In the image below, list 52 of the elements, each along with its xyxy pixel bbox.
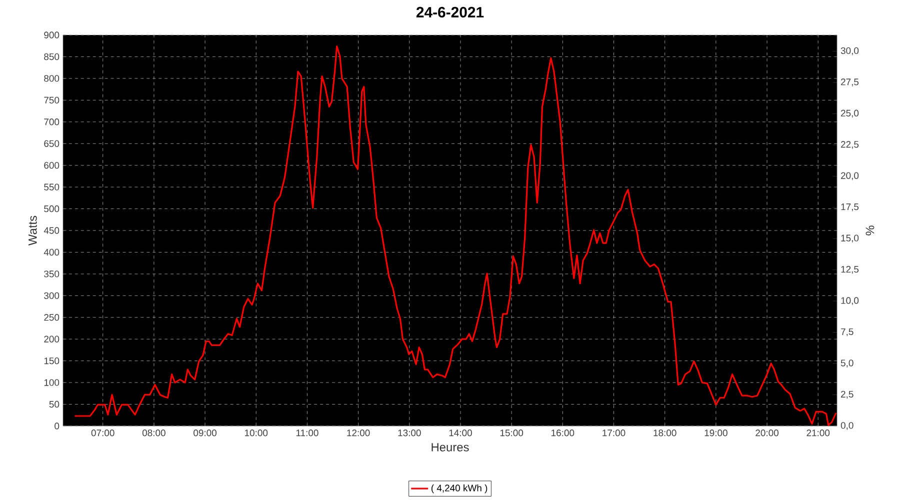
y-tick-label: 650	[44, 140, 60, 147]
y-tick-label: 400	[44, 248, 60, 256]
y-tick-label: 300	[44, 292, 60, 300]
y2-tick-label: 22,5	[841, 141, 859, 149]
y-tick-label: 700	[44, 118, 60, 126]
y2-tick-label: 27,5	[841, 78, 859, 86]
x-tick-label: 12:00	[347, 430, 370, 436]
legend-label: ( 4,240 kWh )	[431, 484, 488, 494]
y2-tick-label: 25,0	[841, 110, 859, 118]
y-tick-label: 500	[44, 205, 60, 212]
x-tick-label: 13:00	[398, 430, 421, 436]
x-tick-label: 11:00	[296, 430, 318, 436]
y2-tick-label: 30,0	[840, 47, 859, 56]
x-tick-label: 14:00	[449, 430, 472, 436]
y2-tick-label: 5,0	[840, 360, 854, 368]
y-tick-label: 350	[44, 270, 60, 278]
y2-tick-label: 15,0	[841, 234, 859, 243]
y2-tick-label: 7,5	[841, 328, 854, 336]
x-tick-label: 19:00	[704, 430, 728, 436]
y-tick-label: 200	[44, 336, 60, 342]
x-tick-label: 16:00	[552, 430, 574, 436]
x-tick-label: 07:00	[91, 430, 114, 436]
x-tick-label: 15:00	[500, 430, 524, 436]
y-tick-label: 250	[44, 314, 60, 321]
y2-tick-label: 20,0	[841, 172, 859, 180]
y2-tick-label: 0,0	[840, 422, 854, 430]
x-tick-label: 08:00	[142, 430, 166, 436]
y-tick-label: 550	[44, 184, 60, 190]
y-tick-label: 600	[44, 162, 60, 169]
y-tick-label: 900	[44, 32, 60, 38]
y-tick-label: 750	[44, 96, 60, 104]
chart-title: 24-6-2021	[416, 6, 484, 18]
y-tick-label: 100	[44, 379, 60, 386]
x-tick-label: 20:00	[756, 430, 778, 436]
x-tick-label: 10:00	[244, 430, 268, 436]
x-axis-title: Heures	[432, 443, 469, 452]
y-tick-label: 0	[54, 422, 60, 430]
y2-tick-label: 12,5	[841, 266, 859, 274]
x-tick-label: 09:00	[194, 430, 216, 436]
x-tick-label: 21:00	[806, 430, 830, 436]
y2-tick-label: 10,0	[841, 297, 859, 305]
y-axis-title: Watts	[28, 216, 37, 246]
y-tick-label: 50	[49, 400, 60, 408]
y-tick-label: 150	[44, 357, 60, 364]
x-tick-label: 18:00	[654, 430, 676, 436]
y-tick-label: 850	[44, 53, 60, 60]
y2-axis-title: %	[866, 226, 874, 236]
y-tick-label: 800	[44, 75, 60, 82]
y2-tick-label: 17,5	[841, 204, 859, 212]
y-tick-label: 450	[44, 227, 60, 234]
x-tick-label: 17:00	[602, 430, 626, 436]
y2-tick-label: 2,5	[841, 390, 854, 399]
